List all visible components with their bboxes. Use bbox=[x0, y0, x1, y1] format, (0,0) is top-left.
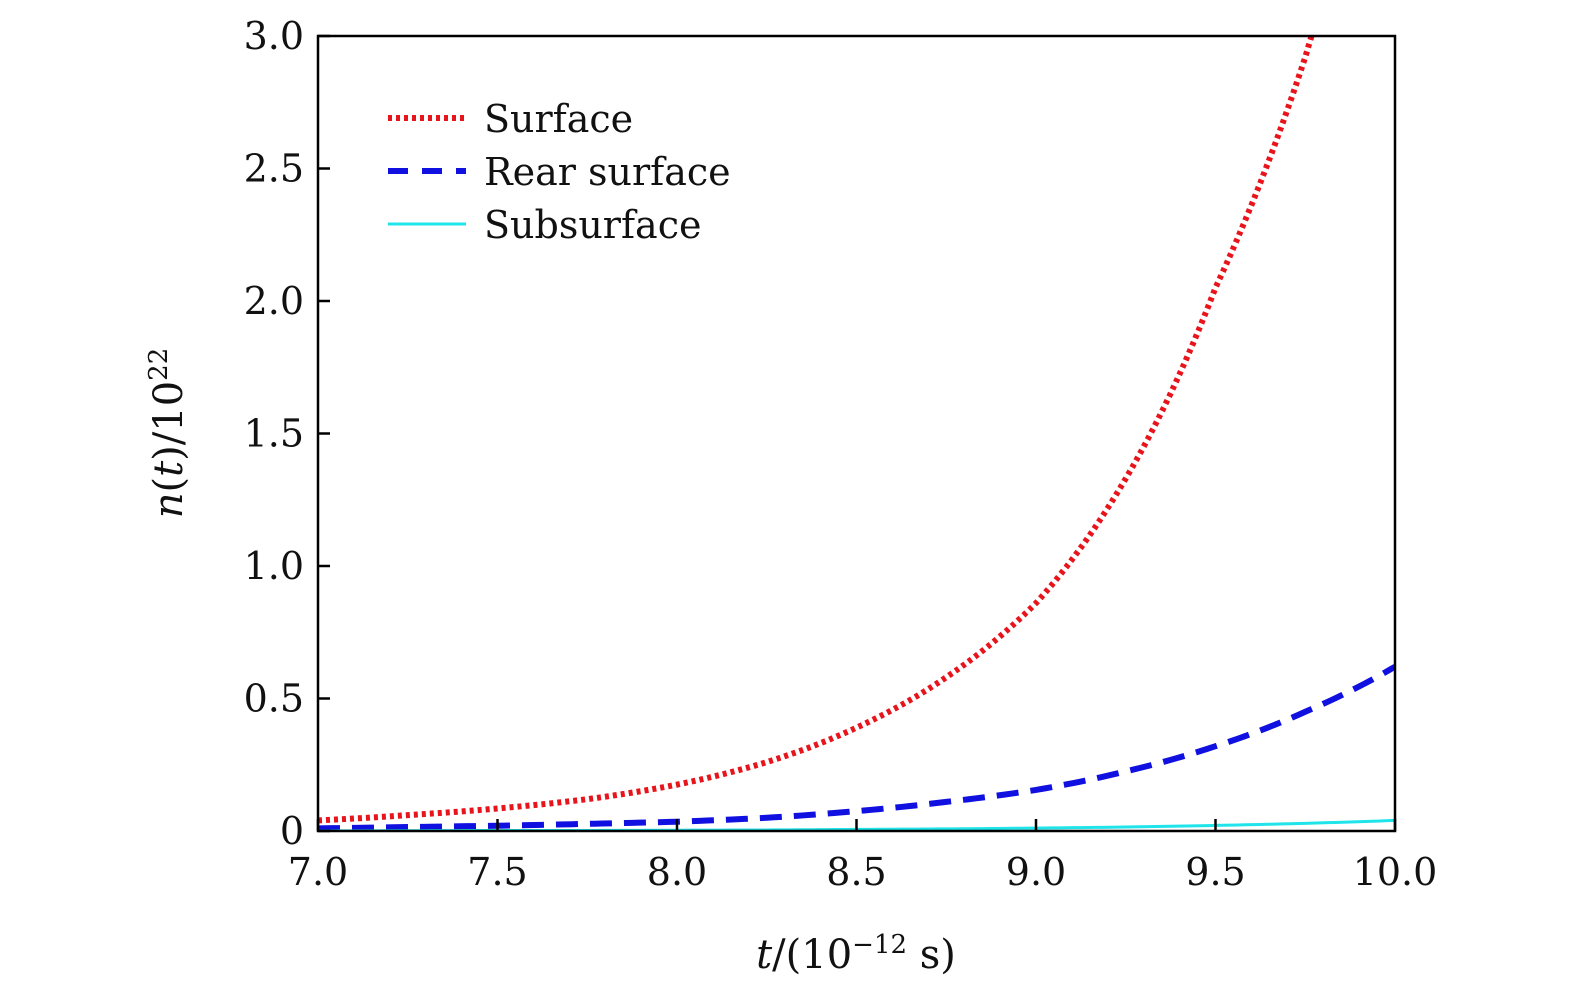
y-tick-label: 1.5 bbox=[244, 412, 304, 456]
x-tick-label: 8.5 bbox=[826, 850, 886, 894]
y-axis-title: n(t)/1022 bbox=[144, 348, 192, 519]
series-line-1 bbox=[318, 36, 1315, 824]
x-axis-title: t/(10−12 s) bbox=[756, 930, 956, 978]
plot-frame bbox=[316, 34, 1397, 833]
legend-label-3: Subsurface bbox=[484, 203, 701, 247]
x-tick-label: 10.0 bbox=[1353, 850, 1438, 894]
y-tick-label: 0 bbox=[280, 809, 304, 853]
y-tick-label: 3.0 bbox=[244, 14, 304, 58]
y-tick-label: 2.5 bbox=[244, 147, 304, 191]
x-axis: 7.0 7.5 8.0 8.5 9.0 9.5 10.0 bbox=[288, 819, 1438, 894]
y-tick-label: 2.0 bbox=[244, 279, 304, 323]
series-layer bbox=[318, 36, 1395, 831]
x-tick-label: 7.5 bbox=[467, 850, 527, 894]
y-tick-label: 1.0 bbox=[244, 544, 304, 588]
y-axis: 0 0.5 1.0 1.5 2.0 2.5 3.0 bbox=[244, 14, 330, 853]
legend: Surface Rear surface Subsurface bbox=[388, 97, 731, 247]
x-tick-label: 9.0 bbox=[1006, 850, 1066, 894]
y-tick-label: 0.5 bbox=[244, 677, 304, 721]
x-tick-label: 7.0 bbox=[288, 850, 348, 894]
legend-label-2: Rear surface bbox=[484, 150, 731, 194]
x-tick-label: 9.5 bbox=[1185, 850, 1245, 894]
series-line-2 bbox=[318, 664, 1395, 831]
legend-label-1: Surface bbox=[484, 97, 633, 141]
x-tick-label: 8.0 bbox=[647, 850, 707, 894]
